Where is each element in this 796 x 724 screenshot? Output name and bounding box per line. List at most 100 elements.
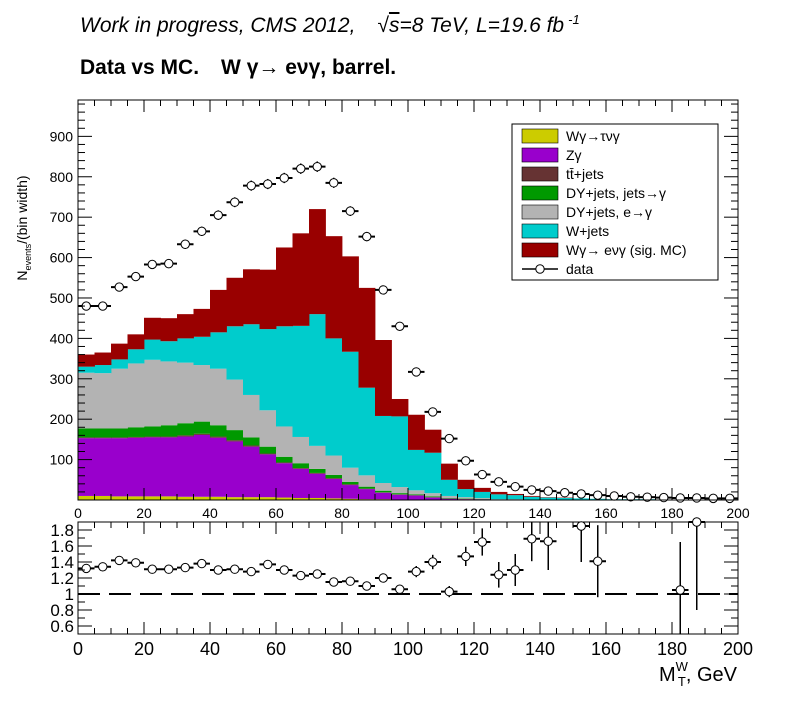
stack-bar	[226, 430, 244, 441]
y-tick-label: 200	[50, 411, 74, 427]
ratio-point	[593, 556, 603, 566]
main-plot: 100 200 300 400 500 600 700 800 900 0 20 40 60 80 100…	[14, 99, 750, 521]
ratio-point	[329, 577, 339, 587]
stack-bar	[127, 334, 145, 350]
ratio-point	[576, 521, 586, 531]
x-tick-label: 100	[396, 505, 420, 521]
header-line2: Data vs MC. W γ→ eνγ, barrel.	[80, 56, 396, 80]
stack-bar	[309, 314, 326, 446]
legend-label: Zγ	[566, 147, 582, 163]
stack-bar	[160, 361, 178, 426]
stack-bar	[160, 341, 178, 362]
stack-bar	[375, 340, 392, 416]
stack-bar	[210, 436, 227, 438]
ratio-point	[461, 551, 471, 562]
stack-bar	[474, 497, 491, 499]
data-point	[345, 206, 355, 216]
header-line1: Work in progress, CMS 2012, √s=8 TeV, L=1…	[80, 12, 580, 38]
header-exponent: -1	[568, 12, 580, 27]
legend-marker	[535, 264, 545, 274]
data-point	[543, 486, 553, 496]
stack-bar	[309, 468, 326, 473]
y-tick-label: 400	[50, 330, 74, 346]
stack-bar	[94, 428, 112, 438]
data-point	[494, 477, 504, 487]
ratio-point	[395, 584, 405, 594]
ratio-point	[147, 564, 157, 574]
x-tick-label: 120	[462, 505, 486, 521]
stack-bar	[111, 428, 128, 438]
stack-bar	[358, 287, 376, 388]
stack-bar	[259, 497, 277, 500]
ratio-point	[164, 564, 174, 574]
stack-bar	[160, 436, 178, 438]
stack-bar	[127, 349, 145, 364]
stack-bar	[556, 497, 574, 500]
stack-bar	[94, 437, 112, 439]
stack-bar	[144, 426, 161, 437]
stack-bar	[309, 209, 326, 315]
stack-bar	[78, 372, 95, 429]
ratio-x-tick-label: 180	[657, 639, 687, 659]
legend-swatch	[521, 223, 559, 239]
stack-bar	[177, 423, 194, 436]
stack-bar	[193, 336, 211, 366]
stack-bar	[342, 498, 359, 500]
stack-bar	[243, 324, 260, 395]
data-point	[114, 282, 124, 292]
stack-bar	[160, 437, 178, 497]
ratio-x-ticks: 0 20 40 60 80 100 120 140 160 180 200	[73, 522, 753, 659]
stack-bar	[424, 493, 442, 497]
stack-bar	[94, 365, 112, 374]
stack-bar	[325, 236, 343, 339]
data-point	[197, 226, 207, 237]
stack-bar	[375, 490, 392, 493]
legend-label: DY+jets, jets→γ	[566, 185, 666, 201]
stack-bar	[193, 433, 211, 435]
legend-swatch	[521, 204, 559, 220]
stack-bar	[111, 359, 128, 369]
ratio-x-tick-label: 80	[332, 639, 352, 659]
stack-bar	[177, 435, 194, 437]
ratio-point	[362, 581, 372, 591]
ratio-x-tick-label: 100	[393, 639, 423, 659]
stack-bar	[243, 446, 260, 498]
stack-bar	[309, 445, 326, 469]
data-point	[378, 285, 388, 295]
data-point	[428, 407, 438, 417]
ratio-point	[131, 558, 141, 568]
ratio-x-tick-label: 160	[591, 639, 621, 659]
stack-bar	[325, 498, 343, 500]
ratio-point	[510, 565, 520, 575]
stack-bar	[292, 325, 310, 437]
stack-series-0	[78, 495, 442, 500]
stack-bar	[391, 487, 409, 494]
data-point	[725, 493, 735, 504]
stack-bar	[292, 436, 310, 464]
stack-bar	[391, 398, 409, 417]
stack-bar	[226, 441, 244, 498]
stack-bar	[457, 497, 475, 499]
ratio-point	[345, 576, 355, 586]
ratio-y-tick-label: 1.4	[50, 553, 74, 572]
stack-bar	[243, 497, 260, 500]
ratio-point	[246, 566, 256, 577]
header-process-rest: γ→ eνγ, barrel.	[246, 56, 397, 79]
data-point	[444, 433, 454, 444]
stack-bar	[243, 437, 260, 446]
stack-bar	[424, 497, 442, 500]
stack-bar	[127, 363, 145, 428]
x-tick-label: 180	[660, 505, 684, 521]
legend-label: data	[566, 261, 593, 277]
ratio-y-tick-label: 0.6	[50, 617, 74, 636]
ratio-x-tick-label: 200	[723, 639, 753, 659]
stack-bar	[111, 343, 128, 360]
ratio-y-ticks: 0.60.811.21.41.61.8	[50, 521, 738, 636]
x-axis-label-main: M	[659, 664, 676, 686]
stack-bar	[276, 497, 293, 500]
stack-bar	[144, 339, 161, 360]
stack-bar	[210, 437, 227, 497]
stack-bar	[441, 495, 458, 498]
stack-bar	[127, 437, 145, 497]
